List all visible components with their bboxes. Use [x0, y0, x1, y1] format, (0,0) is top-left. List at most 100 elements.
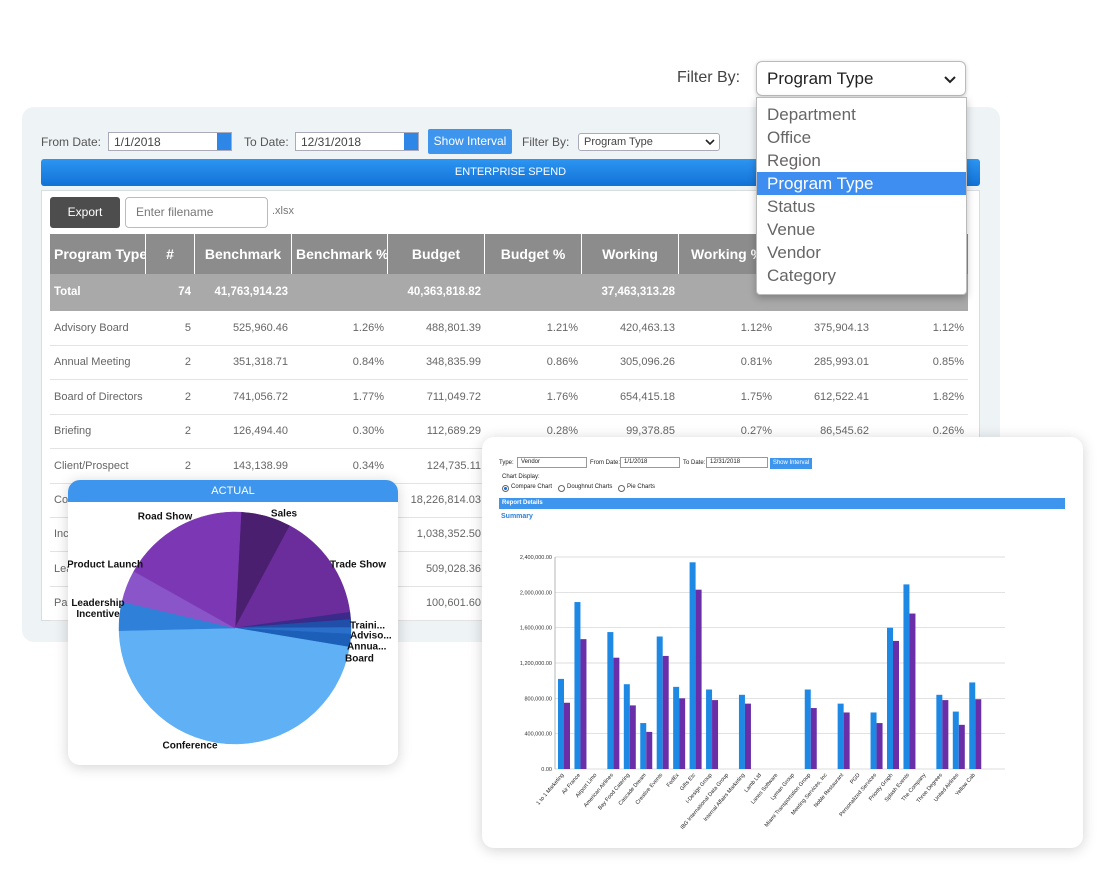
cell-value: 0.30% — [352, 425, 384, 438]
cell-value: 41,763,914.23 — [214, 286, 288, 298]
cell-value: 18,226,814.03 — [410, 494, 481, 506]
filter-select[interactable]: Program Type — [756, 61, 966, 96]
calendar-button[interactable] — [217, 133, 231, 150]
y-tick-label: 2,000,000.00 — [520, 590, 552, 596]
bar — [893, 640, 899, 769]
export-button[interactable]: Export — [50, 197, 120, 228]
bar — [564, 702, 570, 769]
row-separator — [50, 345, 968, 346]
bar — [876, 723, 883, 769]
bar — [804, 689, 811, 769]
bar — [958, 724, 965, 769]
cell-value: 1.12% — [740, 322, 772, 334]
cell-value: 40,363,818.82 — [407, 286, 481, 298]
subsection: Summary — [501, 513, 533, 520]
y-tick-label: 2,400,000.00 — [520, 555, 552, 561]
cell-value: 0.85% — [932, 356, 964, 369]
y-tick-label: 400,000.00 — [524, 732, 552, 738]
from-value: 1/1/2018 — [114, 135, 161, 149]
row-label: Inc — [54, 528, 69, 541]
dropdown-option[interactable]: Region — [767, 151, 821, 170]
from-date[interactable]: 1/1/2018 — [108, 132, 232, 151]
row-label: Co — [54, 494, 69, 506]
cell-value: 0.84% — [352, 356, 384, 369]
cell-value: 351,318.71 — [232, 356, 288, 369]
cell-value: 5 — [184, 322, 191, 334]
column-header: Budget — [388, 234, 485, 274]
cell-value: 99,378.85 — [626, 425, 675, 438]
bar — [646, 731, 653, 769]
dropdown-option[interactable]: Venue — [767, 220, 816, 239]
filter-by-label: Filter By: — [677, 69, 741, 86]
bar — [706, 689, 713, 769]
cell-value: 1.21% — [546, 322, 578, 334]
from-label: From Date: — [41, 135, 102, 149]
radio[interactable] — [502, 485, 509, 492]
show-interval-button[interactable]: Show Interval — [770, 458, 812, 469]
bar — [903, 584, 910, 769]
cell-value: 2 — [184, 356, 191, 369]
to-date[interactable]: 12/31/2018 — [295, 132, 419, 151]
to-label: To Date: — [683, 460, 706, 466]
cell-value: 2 — [184, 425, 191, 438]
dropdown-option[interactable]: Status — [767, 197, 816, 216]
y-tick-label: 1,600,000.00 — [520, 626, 552, 632]
pie-label: Board — [345, 653, 374, 665]
row-separator — [50, 379, 968, 381]
row-label: Board of Directors — [54, 390, 143, 403]
cell-value: 525,960.46 — [232, 322, 288, 334]
cell-value: 488,801.39 — [425, 322, 481, 334]
pie-slice — [118, 627, 350, 745]
cell-value: 143,138.99 — [232, 459, 288, 472]
row-label: Lea — [54, 562, 73, 575]
dropdown-option[interactable]: Category — [767, 266, 836, 285]
pie-label: Adviso... — [350, 630, 392, 642]
row-label: Annual Meeting — [54, 356, 131, 369]
column-header: Benchmark % — [292, 234, 388, 274]
filename-input[interactable]: Enter filename — [125, 197, 268, 228]
column-header: Budget % — [485, 234, 582, 274]
dropdown-option[interactable]: Vendor — [767, 243, 821, 262]
x-tick-label: American Airlines — [583, 772, 615, 809]
bar-card: Type: Vendor From Date: 1/1/2018 To Date… — [482, 437, 1083, 848]
bar — [607, 632, 614, 769]
radio[interactable] — [618, 485, 625, 492]
chevron — [705, 139, 715, 146]
row-label: Total — [54, 286, 81, 298]
cell-value: 1.77% — [352, 390, 384, 403]
cell-value: 1,038,352.50 — [416, 528, 481, 541]
pie-label: Traini... — [350, 620, 386, 632]
show-interval-button[interactable]: Show Interval — [428, 129, 512, 154]
row-label: Briefing — [54, 425, 92, 438]
dropdown-option[interactable]: Office — [767, 128, 812, 147]
pie-label: Sales — [270, 508, 298, 520]
radio[interactable] — [558, 485, 565, 492]
pie-chart — [118, 511, 352, 745]
column-header: Working — [582, 234, 679, 274]
cell-value: 0.26% — [932, 425, 964, 438]
pie-slice — [133, 511, 242, 629]
cell-value: 741,056.72 — [232, 390, 288, 403]
cell-value: 0.27% — [740, 425, 772, 438]
cell-value: 2 — [184, 459, 191, 472]
radio-label: Compare Chart — [511, 484, 553, 490]
cell-value: 612,522.41 — [813, 390, 869, 403]
calendar-button[interactable] — [404, 133, 418, 150]
dropdown-option[interactable]: Department — [767, 105, 856, 124]
to-value: 12/31/2018 — [301, 135, 362, 149]
bar — [712, 700, 719, 769]
pie-label: Annua... — [347, 641, 387, 653]
bar-chart: 0.00 400,000.00 800,000.00 1,200,000.00 1,60… — [520, 555, 1005, 831]
bar — [936, 694, 943, 769]
to-date[interactable]: 12/31/2018 — [706, 457, 768, 468]
cell-value: 74 — [178, 286, 191, 298]
cell-value: 0.86% — [546, 356, 578, 369]
chevron — [944, 76, 956, 84]
filter-select[interactable]: Program Type — [578, 133, 720, 151]
dropdown-option[interactable]: Program Type — [757, 172, 966, 195]
from-date[interactable]: 1/1/2018 — [620, 457, 680, 468]
pie-label: Conference — [162, 740, 218, 752]
column-header: Benchmark — [195, 234, 292, 274]
bar — [629, 705, 636, 769]
type-select[interactable]: Vendor — [517, 457, 587, 468]
